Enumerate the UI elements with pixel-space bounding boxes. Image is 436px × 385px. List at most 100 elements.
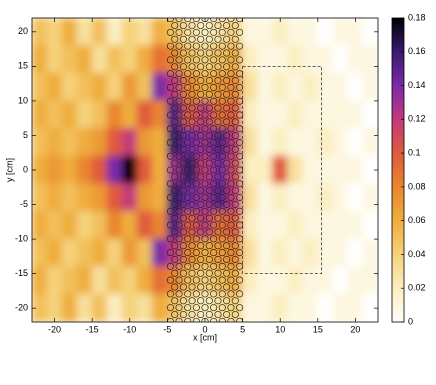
- scatterer: [210, 83, 218, 91]
- scatterer: [184, 42, 192, 50]
- scatterer: [214, 21, 222, 30]
- scatterer: [201, 152, 209, 160]
- scatterer: [205, 76, 213, 85]
- y-tick-label: 5: [23, 130, 28, 140]
- heatmap-cell: [91, 18, 108, 47]
- scatterer: [210, 70, 218, 78]
- scatterer: [210, 111, 218, 119]
- heatmap-cell: [136, 155, 153, 185]
- scatterer: [166, 166, 174, 174]
- heatmap-cell: [32, 293, 48, 322]
- scatterer: [218, 152, 226, 160]
- scatterer: [166, 28, 174, 36]
- scatterer: [218, 111, 226, 119]
- heatmap-cell: [136, 128, 153, 157]
- scatterer: [218, 221, 226, 229]
- heatmap-cell: [332, 183, 349, 212]
- scatterer: [184, 56, 192, 64]
- scatterer: [184, 125, 192, 133]
- scatterer: [223, 200, 231, 208]
- heatmap-cell: [347, 293, 364, 322]
- scatterer: [210, 152, 218, 160]
- scatterer: [188, 242, 196, 250]
- scatterer: [197, 173, 205, 181]
- heatmap-cell: [287, 18, 304, 47]
- scatterer: [205, 63, 213, 71]
- heatmap-cell: [332, 238, 349, 268]
- scatterer: [175, 290, 183, 298]
- scatterer: [227, 207, 235, 215]
- heatmap-cell: [302, 128, 319, 157]
- scatterer: [171, 269, 179, 277]
- heatmap-cell: [212, 293, 229, 322]
- scatterer: [214, 104, 222, 112]
- heatmap-cell: [302, 72, 319, 102]
- heatmap-cell: [121, 45, 138, 74]
- scatterer: [231, 228, 239, 236]
- scatterer: [218, 166, 226, 174]
- scatterer: [175, 111, 183, 119]
- colorbar-tick-label: 0: [408, 316, 413, 326]
- scatterer: [192, 180, 200, 188]
- scatterer: [175, 317, 183, 322]
- heatmap-cell: [287, 128, 304, 157]
- scatterer: [201, 290, 209, 298]
- scatterer: [175, 249, 183, 257]
- scatterer: [188, 283, 196, 291]
- scatterer: [201, 249, 209, 257]
- scatterer: [214, 63, 222, 71]
- scatterer: [171, 132, 179, 140]
- scatterer: [197, 200, 205, 208]
- scatterer: [192, 290, 200, 298]
- scatterer: [197, 132, 205, 140]
- scatterer: [236, 42, 244, 50]
- heatmap-cell: [61, 100, 78, 130]
- heatmap-cell: [227, 183, 244, 212]
- heatmap-cell: [302, 18, 319, 47]
- scatterer: [231, 104, 239, 112]
- heatmap-cell: [287, 293, 304, 322]
- x-axis-label: x [cm]: [193, 332, 217, 342]
- scatterer: [201, 28, 209, 36]
- scatterer: [205, 255, 213, 264]
- scatterer: [227, 276, 235, 284]
- scatterer: [218, 235, 226, 243]
- y-axis-label: y [cm]: [4, 158, 14, 182]
- colorbar: [391, 17, 405, 323]
- scatterer: [166, 262, 174, 270]
- heatmap-cell: [151, 183, 168, 212]
- scatterer: [218, 262, 226, 270]
- heatmap-cell: [347, 128, 364, 157]
- heatmap-cell: [151, 72, 168, 102]
- scatterer: [175, 42, 183, 50]
- heatmap-cell: [151, 210, 168, 240]
- heatmap-cell: [166, 100, 183, 130]
- heatmap-cell: [196, 18, 214, 47]
- heatmap-cell: [242, 155, 259, 185]
- scatterer: [166, 56, 174, 64]
- heatmap-cell: [242, 293, 259, 322]
- heatmap-cell: [362, 266, 378, 295]
- heatmap-cell: [46, 155, 63, 185]
- scatterer: [175, 97, 183, 105]
- scatterer: [188, 21, 196, 30]
- scatterer: [231, 132, 239, 140]
- scatterer: [201, 221, 209, 229]
- scatterer: [227, 97, 235, 105]
- scatterer: [166, 125, 174, 133]
- heatmap-cell: [227, 128, 244, 157]
- scatterer: [223, 173, 231, 181]
- scatterer: [179, 145, 187, 153]
- heatmap-cell: [46, 72, 63, 102]
- heatmap-cell: [136, 18, 153, 47]
- heatmap-cell: [212, 210, 229, 240]
- scatterer: [201, 304, 209, 312]
- heatmap-cell: [166, 128, 183, 157]
- heatmap-cell: [136, 293, 153, 322]
- heatmap-cell: [32, 100, 48, 130]
- scatterer: [175, 28, 183, 36]
- scatterer: [171, 145, 179, 153]
- scatterer: [166, 138, 174, 147]
- scatterer: [188, 269, 196, 277]
- heatmap-cell: [227, 210, 244, 240]
